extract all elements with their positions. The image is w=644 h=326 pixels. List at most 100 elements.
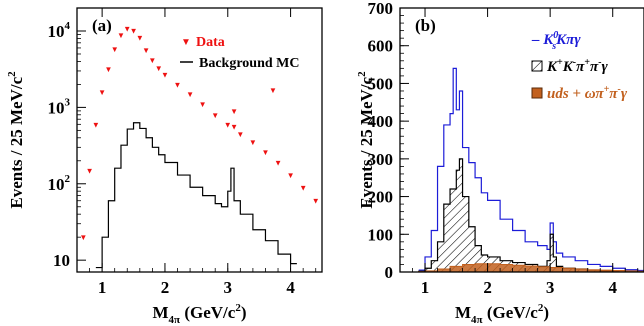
x-axis-label-close: ) xyxy=(543,303,549,322)
data-point: ▼ xyxy=(111,45,119,54)
panel-label: (a) xyxy=(92,16,112,35)
legend-sup: + xyxy=(584,57,590,68)
legend-label-kkpp: K+K-π+π-γ xyxy=(546,57,609,75)
x-tick-label: 1 xyxy=(98,278,107,297)
data-point: ▼ xyxy=(287,171,295,180)
data-point: ▼ xyxy=(262,148,270,157)
outlier-marker: ▼ xyxy=(230,107,238,116)
legend-sup: - xyxy=(598,57,601,68)
legend-label-bkg: Background MC xyxy=(199,56,299,71)
data-point: ▼ xyxy=(136,34,144,43)
data-point: ▼ xyxy=(161,70,169,79)
data-point: ▼ xyxy=(186,90,194,99)
data-point: ▼ xyxy=(312,197,320,206)
series-hatched-1 xyxy=(418,158,620,272)
legend-sub: s xyxy=(551,41,556,52)
data-point: ▼ xyxy=(230,123,238,132)
legend-sup: - xyxy=(573,57,576,68)
x-axis-label-sup: 2 xyxy=(235,302,241,314)
y-tick-label: 0 xyxy=(385,263,394,282)
legend-part: γ xyxy=(602,59,609,75)
y-tick-label: 600 xyxy=(368,37,394,56)
legend-part: π xyxy=(576,59,585,75)
legend-sup: 0 xyxy=(553,30,558,41)
y-tick-label: 700 xyxy=(368,0,394,18)
x-axis-label: M4π (GeV/c2) xyxy=(153,302,247,326)
legend-part: γ xyxy=(621,86,628,102)
legend-sup: + xyxy=(557,57,563,68)
x-tick-label: 3 xyxy=(546,278,555,297)
legend-swatch-hatched xyxy=(531,60,543,72)
plot-frame xyxy=(76,7,323,273)
y-tick-label: 103 xyxy=(48,96,71,117)
y-tick-exponent: 4 xyxy=(65,20,71,32)
data-point: ▼ xyxy=(224,120,232,129)
y-tick-base: 10 xyxy=(48,175,65,194)
y-axis-label-sup: 2 xyxy=(356,71,368,77)
x-tick-label: 2 xyxy=(483,278,492,297)
data-point: ▼ xyxy=(299,183,307,192)
legend-sup: + xyxy=(604,84,610,95)
series-line-1 xyxy=(95,122,297,269)
data-point: ▼ xyxy=(174,80,182,89)
y-tick-label: 200 xyxy=(368,188,394,207)
data-point: ▼ xyxy=(123,24,131,33)
y-axis-label: Events / 25 MeV/c2 xyxy=(6,71,26,209)
y-tick-exponent: 3 xyxy=(65,96,71,108)
data-point: ▼ xyxy=(249,138,257,147)
legend-part: π xyxy=(609,86,618,102)
legend-sup: - xyxy=(617,84,620,95)
data-point: ▼ xyxy=(98,88,106,97)
legend-marker-data: ▼ xyxy=(181,37,191,48)
data-point: ▼ xyxy=(155,64,163,73)
y-tick-label: 10 xyxy=(53,251,70,270)
plot-area: ▼▼▼▼▼▼▼▼▼▼▼▼▼▼▼▼▼▼▼▼▼▼▼▼▼▼▼▼▼ xyxy=(79,24,320,269)
legend-label-uds: uds + ωπ+π-γ xyxy=(547,84,628,102)
data-point: ▼ xyxy=(236,130,244,139)
legend-part: K xyxy=(546,59,558,75)
data-point: ▼ xyxy=(86,166,94,175)
data-point: ▼ xyxy=(274,158,282,167)
x-axis-label-close: ) xyxy=(241,303,247,322)
legend-swatch-filled xyxy=(531,87,543,99)
data-point: ▼ xyxy=(92,120,100,129)
x-axis-label: M4π (GeV/c2) xyxy=(455,302,549,326)
x-axis-label-unit: (GeV/c xyxy=(483,303,539,322)
y-axis-label-text: Events / 25 MeV/c xyxy=(357,76,376,208)
data-point: ▼ xyxy=(148,56,156,65)
x-axis-label-main: M xyxy=(455,303,471,322)
y-tick-label: 104 xyxy=(48,20,71,41)
data-point: ▼ xyxy=(117,31,125,40)
legend-part: π xyxy=(590,59,599,75)
y-tick-base: 10 xyxy=(48,98,65,117)
x-tick-label: 4 xyxy=(608,278,617,297)
x-axis-label-sub: 4π xyxy=(471,314,483,326)
y-tick-label: 300 xyxy=(368,150,394,169)
y-tick-label: 500 xyxy=(368,74,394,93)
data-point: ▼ xyxy=(79,233,87,242)
data-point: ▼ xyxy=(104,65,112,74)
x-tick-label: 3 xyxy=(224,278,233,297)
y-tick-label: 102 xyxy=(48,173,71,194)
legend-part: Kπγ xyxy=(555,32,581,48)
y-tick-base: 10 xyxy=(48,22,65,41)
x-axis-label-unit: (GeV/c xyxy=(180,303,236,322)
y-tick-label: 400 xyxy=(368,112,394,131)
series-line-0 xyxy=(418,67,644,272)
data-point: ▼ xyxy=(199,100,207,109)
data-point: ▼ xyxy=(130,26,138,35)
y-axis-label-text: Events / 25 MeV/c xyxy=(7,76,26,208)
y-tick-label: 100 xyxy=(368,225,394,244)
legend-part: uds + ωπ xyxy=(547,86,604,102)
data-point: ▼ xyxy=(211,111,219,120)
y-tick-base: 10 xyxy=(53,251,70,270)
legend-part: K xyxy=(562,59,574,75)
x-tick-label: 1 xyxy=(421,278,430,297)
x-axis-label-sup: 2 xyxy=(538,302,544,314)
x-axis-label-sub: 4π xyxy=(169,314,181,326)
x-tick-label: 2 xyxy=(161,278,170,297)
x-axis-label-main: M xyxy=(153,303,169,322)
data-point: ▼ xyxy=(142,46,150,55)
